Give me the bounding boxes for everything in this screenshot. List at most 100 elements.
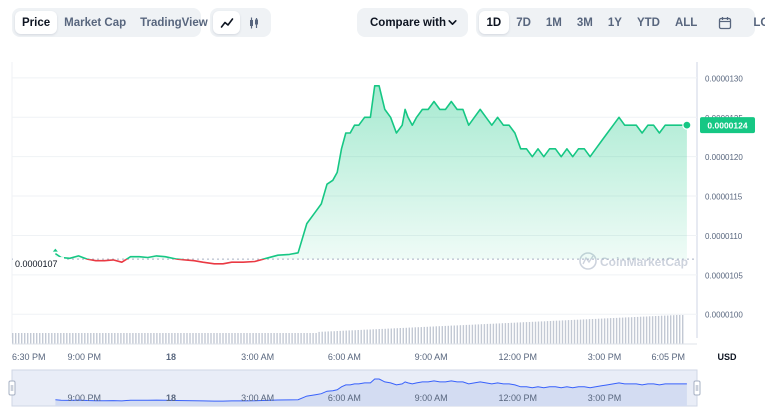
- reference-price-label: 0.0000107: [15, 259, 58, 269]
- volume-bar: [417, 327, 419, 344]
- range-ytd[interactable]: YTD: [636, 16, 660, 29]
- volume-bar: [132, 333, 134, 344]
- y-tick-label: 0.0000120: [705, 153, 743, 162]
- volume-bar: [81, 333, 83, 344]
- volume-bar: [189, 333, 191, 344]
- calendar-button[interactable]: [711, 11, 740, 34]
- volume-bar: [390, 328, 392, 344]
- volume-bars: [12, 315, 684, 344]
- volume-bar: [255, 333, 257, 344]
- volume-bar: [174, 333, 176, 344]
- volume-bar: [279, 333, 281, 344]
- tab-tradingview[interactable]: TradingView: [140, 16, 208, 29]
- volume-bar: [576, 319, 579, 344]
- volume-bar: [51, 333, 53, 344]
- volume-bar: [246, 333, 248, 344]
- volume-bar: [210, 333, 212, 344]
- range-all[interactable]: ALL: [674, 16, 698, 29]
- range-1d[interactable]: 1D: [479, 11, 509, 34]
- x-tick-label: 9:00 AM: [415, 352, 448, 362]
- volume-bar: [39, 333, 41, 344]
- volume-bar: [261, 333, 263, 344]
- volume-bar: [102, 333, 104, 344]
- volume-bar: [534, 321, 537, 344]
- volume-bar: [336, 331, 338, 344]
- volume-bar: [621, 317, 624, 344]
- volume-bar: [630, 317, 633, 344]
- volume-bar: [477, 324, 480, 344]
- volume-bar: [537, 321, 540, 344]
- calendar-icon: [718, 16, 732, 30]
- log-toggle[interactable]: LOG: [753, 16, 765, 29]
- volume-bar: [69, 333, 71, 344]
- volume-bar: [90, 333, 92, 344]
- volume-bar: [435, 326, 437, 344]
- volume-bar: [552, 320, 555, 344]
- volume-bar: [618, 317, 621, 344]
- line-chart-button[interactable]: [213, 11, 240, 34]
- volume-bar: [45, 333, 47, 344]
- volume-bar: [516, 322, 519, 344]
- volume-bar: [186, 333, 188, 344]
- volume-bar: [162, 333, 164, 344]
- volume-bar: [180, 333, 182, 344]
- current-price-badge: [700, 117, 755, 134]
- currency-label: USD: [717, 352, 737, 362]
- start-marker: [52, 248, 58, 252]
- navigator-right-handle[interactable]: [693, 380, 701, 396]
- volume-bar: [579, 319, 582, 344]
- volume-bar: [405, 327, 407, 344]
- volume-bar: [219, 333, 221, 344]
- volume-bar: [276, 333, 278, 344]
- volume-bar: [498, 323, 501, 344]
- volume-bar: [489, 323, 492, 344]
- volume-bar: [108, 333, 110, 344]
- candlestick-button[interactable]: [240, 11, 267, 34]
- volume-bar: [201, 333, 203, 344]
- candlestick-icon: [247, 16, 261, 30]
- tab-market-cap[interactable]: Market Cap: [64, 16, 127, 29]
- volume-bar: [603, 318, 606, 344]
- volume-bar: [192, 333, 194, 344]
- volume-bar: [609, 318, 612, 344]
- volume-bar: [555, 320, 558, 344]
- navigator-left-handle[interactable]: [8, 380, 16, 396]
- volume-bar: [654, 316, 657, 344]
- chart-style-switcher: [210, 8, 271, 37]
- volume-bar: [243, 333, 245, 344]
- price-area-fill: [55, 85, 687, 260]
- compare-with-dropdown[interactable]: Compare with: [357, 8, 468, 37]
- volume-bar: [462, 325, 465, 344]
- volume-bar: [183, 333, 185, 344]
- y-tick-label: 0.0000110: [705, 232, 743, 241]
- volume-bar: [75, 333, 77, 344]
- price-chart: 0.00001300.00001250.00001200.00001150.00…: [8, 62, 755, 407]
- volume-bar: [303, 333, 305, 344]
- volume-bar: [387, 328, 389, 344]
- volume-bar: [381, 328, 383, 344]
- navigator-tick-label: 3:00 PM: [588, 393, 622, 403]
- range-navigator[interactable]: [11, 369, 698, 407]
- chart-data-type-switcher: Price Market Cap TradingView: [12, 8, 208, 37]
- volume-bar: [360, 329, 362, 344]
- range-1m[interactable]: 1M: [545, 16, 562, 29]
- volume-bar: [123, 333, 125, 344]
- volume-bar: [351, 330, 353, 344]
- volume-bar: [213, 333, 215, 344]
- volume-bar: [129, 333, 131, 344]
- volume-bar: [615, 317, 618, 344]
- volume-bar: [207, 333, 209, 344]
- volume-bar: [165, 333, 167, 344]
- volume-bar: [624, 317, 627, 344]
- volume-bar: [432, 326, 434, 344]
- volume-bar: [564, 320, 567, 344]
- volume-bar: [456, 325, 458, 344]
- volume-bar: [510, 322, 513, 344]
- volume-bar: [504, 323, 507, 344]
- range-1y[interactable]: 1Y: [607, 16, 622, 29]
- range-3m[interactable]: 3M: [576, 16, 593, 29]
- tab-price[interactable]: Price: [15, 11, 58, 34]
- volume-bar: [12, 333, 14, 344]
- volume-bar: [375, 329, 377, 344]
- range-7d[interactable]: 7D: [516, 16, 531, 29]
